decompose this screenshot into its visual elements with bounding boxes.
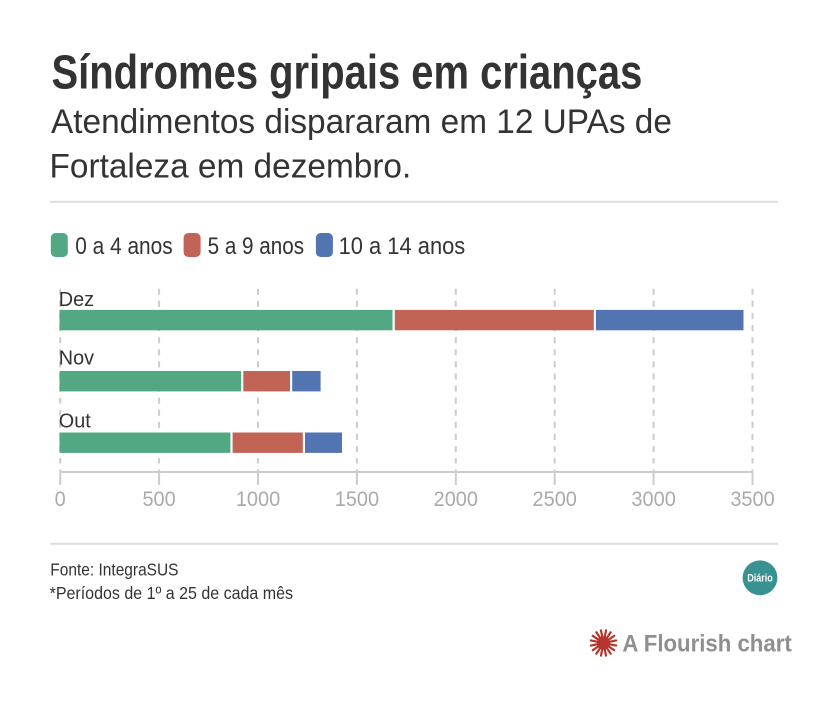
svg-text:Síndromes gripais em crianças: Síndromes gripais em crianças	[52, 46, 643, 99]
svg-text:Dez: Dez	[59, 289, 94, 311]
svg-text:Nov: Nov	[59, 347, 94, 369]
svg-text:3500: 3500	[730, 487, 774, 511]
svg-text:2000: 2000	[434, 487, 478, 511]
svg-text:Atendimentos dispararam em 12: Atendimentos dispararam em 12 UPAs de	[51, 104, 672, 141]
svg-text:1000: 1000	[236, 487, 280, 511]
svg-text:5 a 9 anos: 5 a 9 anos	[208, 233, 304, 260]
svg-text:10 a 14 anos: 10 a 14 anos	[339, 232, 466, 259]
svg-text:Fortaleza em dezembro.: Fortaleza em dezembro.	[50, 148, 412, 185]
svg-text:Out: Out	[59, 410, 91, 432]
svg-text:2500: 2500	[533, 487, 577, 511]
svg-text:*Períodos de 1º a 25 de cada m: *Períodos de 1º a 25 de cada mês	[50, 584, 293, 604]
svg-text:500: 500	[142, 487, 175, 511]
svg-text:A Flourish chart: A Flourish chart	[622, 630, 792, 657]
svg-text:Diário: Diário	[747, 573, 773, 585]
svg-text:3000: 3000	[631, 487, 675, 511]
svg-text:1500: 1500	[335, 487, 379, 511]
svg-text:0: 0	[55, 487, 66, 511]
svg-text:Fonte: IntegraSUS: Fonte: IntegraSUS	[50, 559, 178, 579]
svg-text:0 a 4 anos: 0 a 4 anos	[75, 233, 172, 260]
